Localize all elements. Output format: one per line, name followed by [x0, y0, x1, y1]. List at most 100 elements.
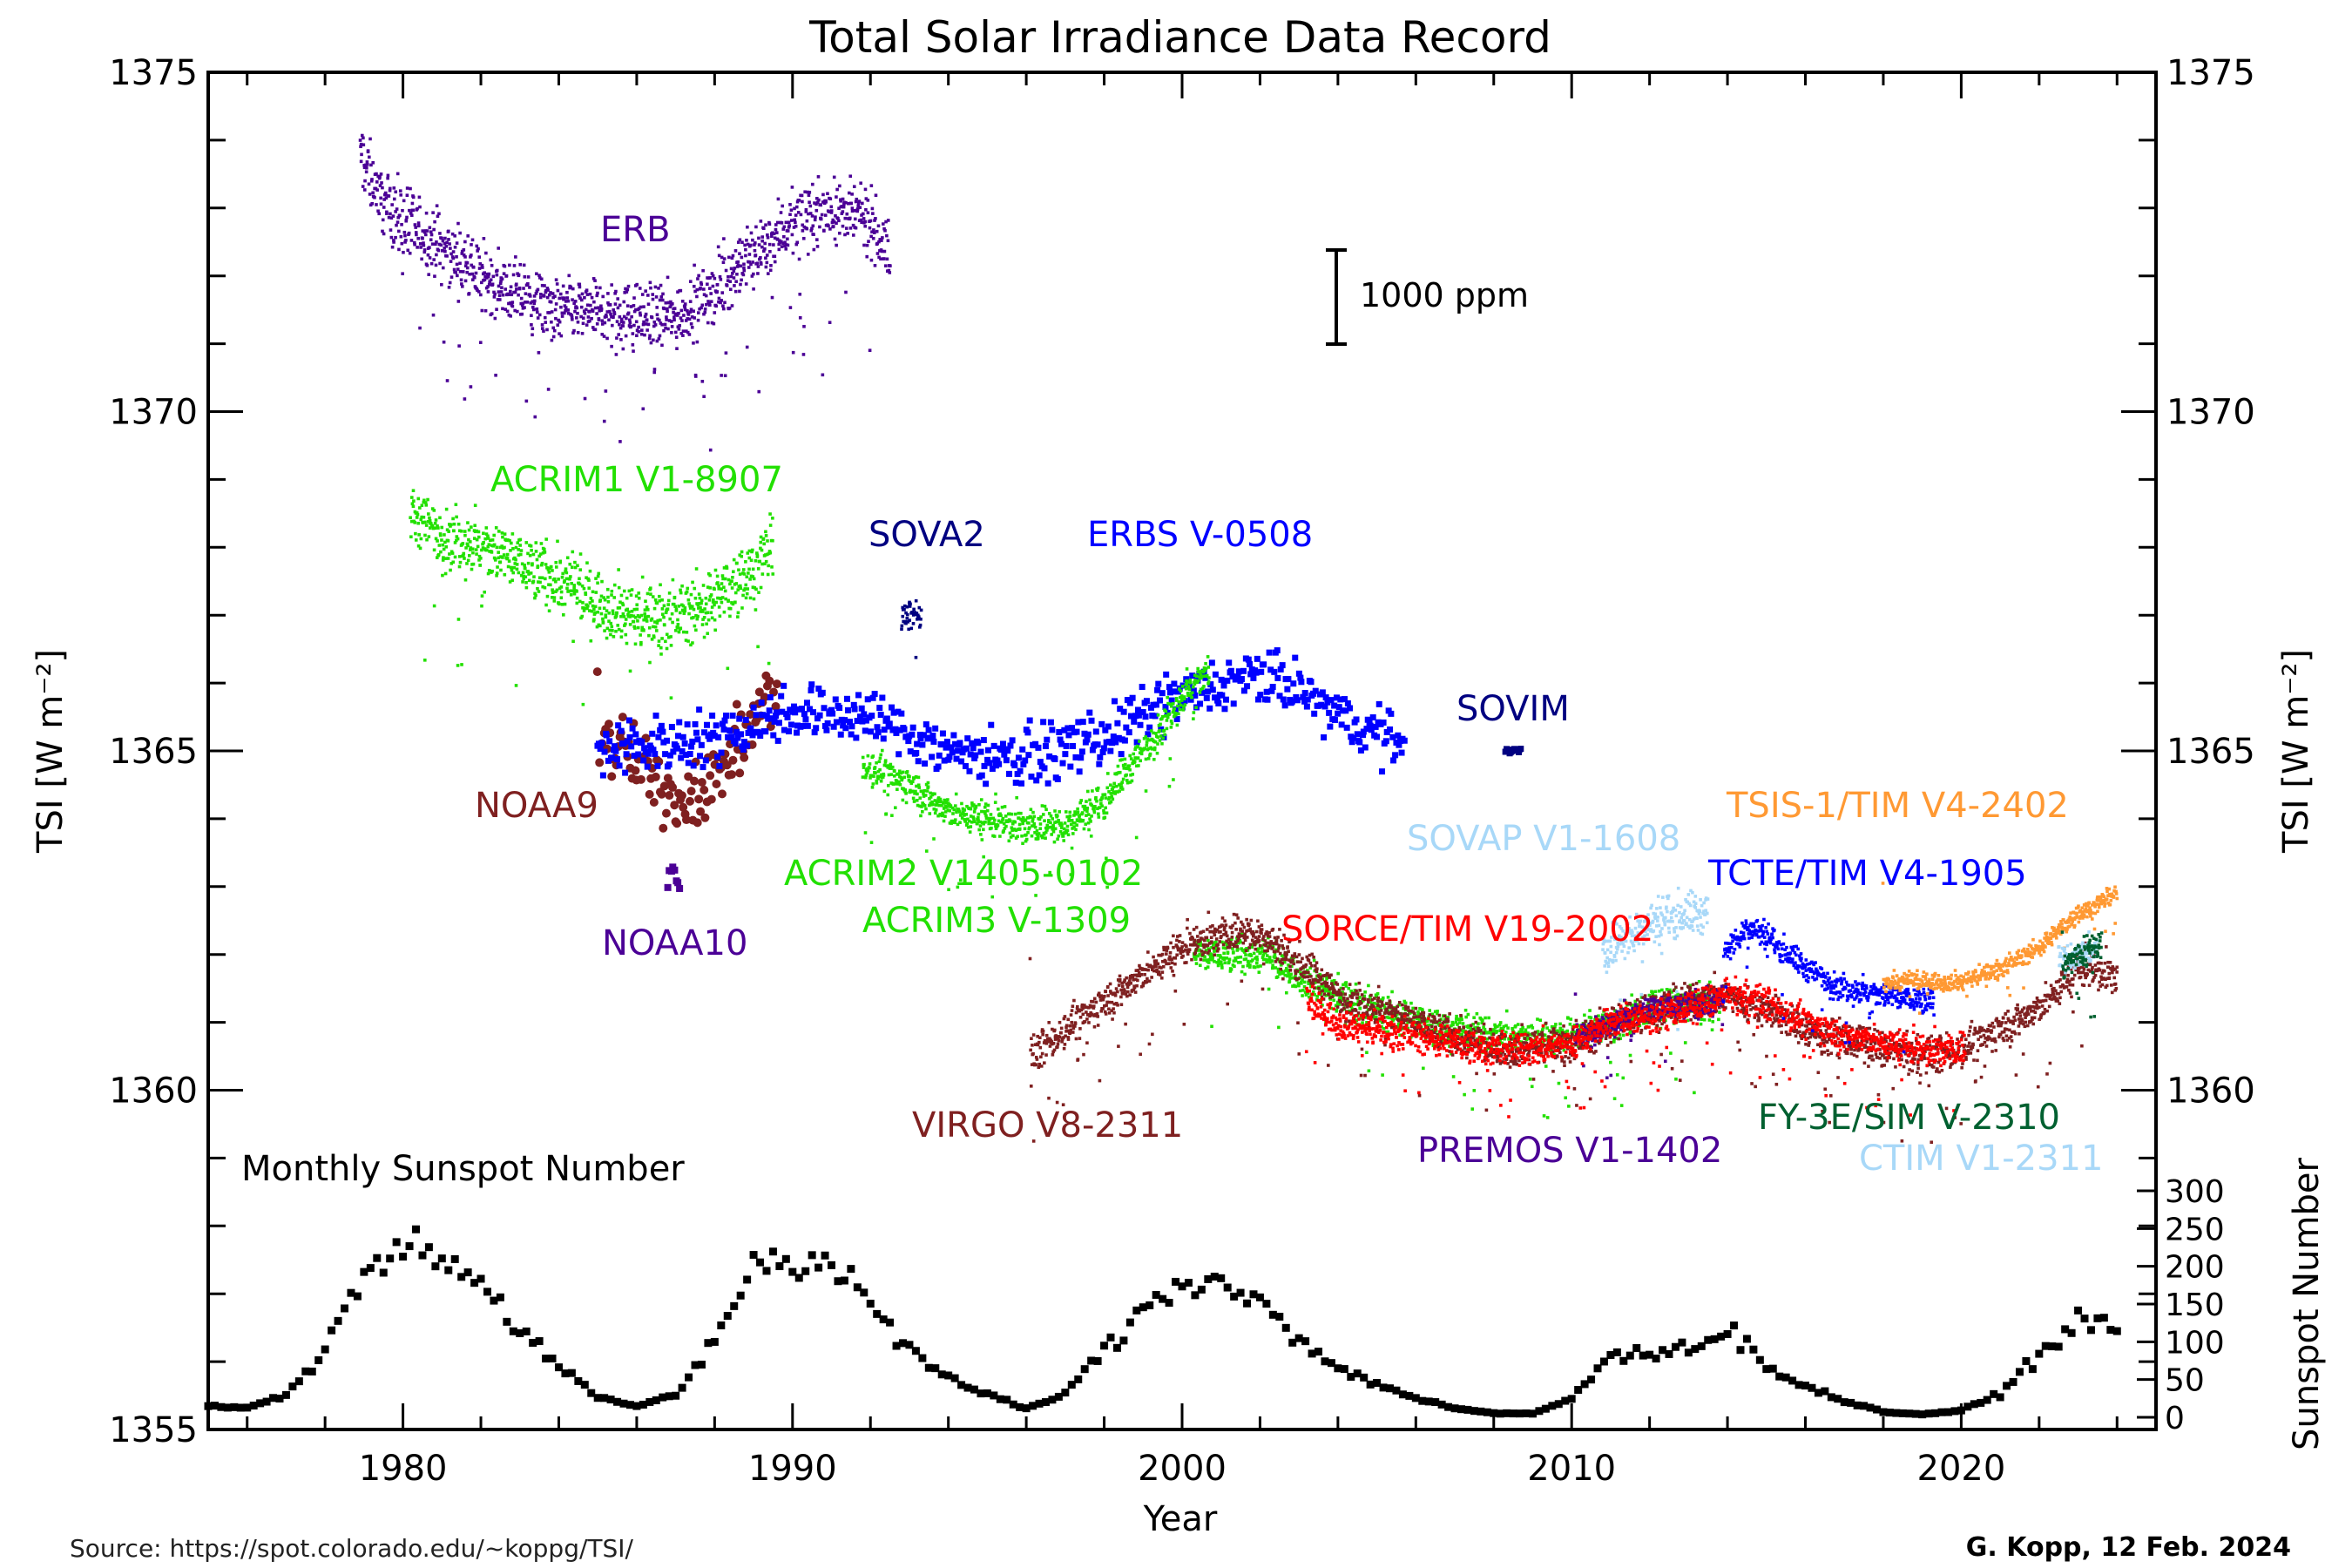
- data-point: [402, 250, 405, 254]
- data-point: [1329, 991, 1333, 995]
- data-point: [1120, 758, 1124, 761]
- data-point: [427, 520, 430, 524]
- data-point: [904, 621, 908, 625]
- data-point: [714, 304, 718, 308]
- data-point: [535, 310, 539, 314]
- data-point: [456, 618, 461, 621]
- data-point: [642, 628, 645, 632]
- data-point: [843, 233, 847, 237]
- data-point: [1403, 1001, 1408, 1005]
- data-point: [694, 613, 698, 618]
- data-point: [687, 612, 691, 616]
- data-point: [390, 203, 394, 206]
- data-point: [1102, 808, 1105, 813]
- data-point: [881, 727, 888, 733]
- data-point: [552, 577, 557, 581]
- data-point: [744, 253, 747, 258]
- data-point: [532, 294, 537, 298]
- data-point: [866, 199, 870, 202]
- data-point: [633, 642, 638, 646]
- data-point: [1504, 1024, 1508, 1028]
- data-point: [599, 594, 604, 598]
- data-point: [723, 301, 727, 305]
- data-point: [961, 810, 965, 814]
- data-point: [492, 295, 497, 299]
- data-point: [486, 274, 490, 279]
- data-point: [1482, 1025, 1485, 1030]
- data-point: [375, 180, 379, 184]
- data-point: [681, 604, 686, 608]
- data-point: [746, 242, 750, 247]
- data-point: [969, 814, 973, 818]
- data-point: [1119, 782, 1123, 786]
- data-point: [868, 348, 872, 353]
- data-point: [1002, 829, 1005, 833]
- data-point: [697, 778, 706, 787]
- data-point: [431, 526, 436, 531]
- data-point: [896, 787, 899, 792]
- data-point: [663, 322, 667, 327]
- data-point: [1207, 681, 1214, 688]
- data-point: [1049, 821, 1052, 825]
- data-point: [831, 218, 835, 222]
- data-point: [655, 733, 662, 740]
- data-point: [1484, 1016, 1487, 1020]
- data-point: [451, 256, 456, 260]
- data-point: [587, 578, 591, 582]
- data-point: [568, 577, 571, 581]
- data-point: [919, 814, 923, 818]
- data-point: [1395, 732, 1402, 739]
- data-point: [752, 287, 755, 291]
- data-point: [1139, 708, 1146, 715]
- data-point: [848, 174, 853, 179]
- data-point: [751, 238, 754, 242]
- data-point: [909, 724, 916, 731]
- data-point: [529, 301, 533, 305]
- data-point: [560, 311, 564, 315]
- data-point: [915, 612, 919, 615]
- data-point: [589, 639, 593, 643]
- data-point: [1001, 818, 1004, 822]
- data-point: [746, 710, 755, 720]
- data-point: [744, 596, 748, 600]
- data-point: [900, 624, 904, 628]
- data-point: [615, 722, 622, 729]
- data-point: [471, 551, 475, 555]
- data-point: [563, 602, 567, 606]
- data-point: [824, 200, 828, 204]
- data-point: [1198, 675, 1201, 679]
- data-point: [421, 236, 424, 240]
- data-point: [1472, 1089, 1477, 1092]
- data-point: [465, 562, 469, 565]
- data-point: [1621, 1033, 1625, 1037]
- data-point: [1072, 814, 1076, 817]
- data-point: [1342, 707, 1349, 714]
- data-point: [916, 732, 923, 739]
- data-point: [438, 232, 442, 235]
- data-point: [1423, 1038, 1428, 1042]
- data-point: [551, 292, 555, 295]
- data-point: [680, 319, 684, 322]
- data-point: [692, 309, 695, 314]
- data-point: [1246, 660, 1253, 667]
- data-point: [1275, 975, 1280, 979]
- data-point: [1031, 817, 1035, 821]
- data-point: [673, 330, 678, 335]
- data-point: [773, 713, 780, 720]
- data-point: [1267, 956, 1272, 961]
- data-point: [409, 516, 412, 520]
- data-point: [499, 555, 503, 558]
- data-point: [612, 635, 616, 639]
- data-point: [424, 211, 429, 215]
- data-point: [842, 202, 846, 206]
- data-point: [964, 823, 969, 827]
- data-point: [420, 515, 423, 519]
- data-point: [723, 589, 727, 593]
- data-point: [712, 321, 716, 326]
- data-point: [662, 751, 669, 758]
- data-point: [580, 331, 585, 335]
- data-point: [399, 234, 403, 239]
- data-point: [1051, 755, 1058, 762]
- data-point: [1349, 989, 1353, 993]
- data-point: [1136, 756, 1140, 760]
